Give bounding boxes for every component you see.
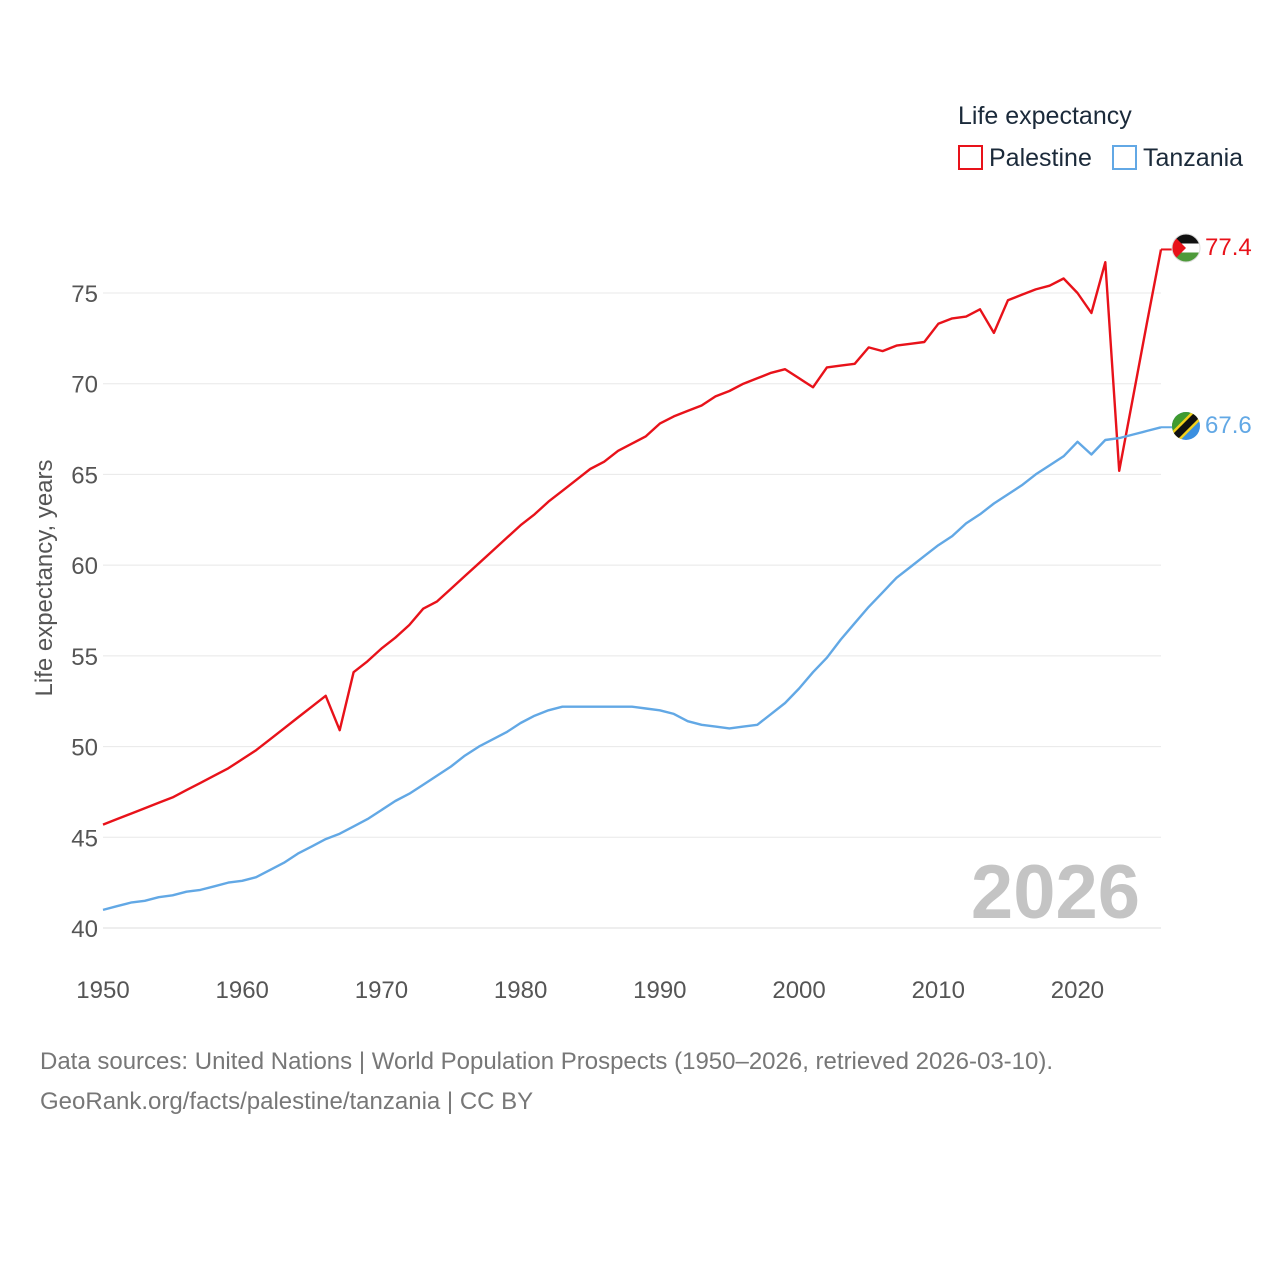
y-tick-label: 40 <box>71 916 98 943</box>
line-chart: 40 45 50 55 60 65 70 75 1950 1960 1970 1980 1990 200… <box>31 102 1252 1004</box>
y-tick-label: 55 <box>71 644 98 671</box>
gridlines <box>103 292 1161 929</box>
year-watermark: 2026 <box>971 850 1140 935</box>
footer: Data sources: United Nations | World Pop… <box>40 1042 1053 1122</box>
legend-label-tanzania[interactable]: Tanzania <box>1143 144 1243 172</box>
end-label-tanzania: 67.6 <box>1205 412 1252 439</box>
x-tick-label: 2020 <box>1051 977 1104 1004</box>
x-tick-label: 1970 <box>355 977 408 1004</box>
y-tick-label: 50 <box>71 735 98 762</box>
x-tick-label: 2000 <box>772 977 825 1004</box>
legend-swatch-tanzania[interactable] <box>1112 145 1137 170</box>
series-line-tanzania[interactable] <box>102 426 1162 912</box>
tanzania-flag-icon <box>1172 412 1200 440</box>
end-label-palestine: 77.4 <box>1205 234 1252 261</box>
y-tick-label: 60 <box>71 553 98 580</box>
x-tick-label: 1990 <box>633 977 686 1004</box>
y-axis-ticks: 40 45 50 55 60 65 70 75 <box>71 281 98 943</box>
legend: Life expectancy Palestine Tanzania <box>958 102 1243 172</box>
y-tick-label: 45 <box>71 825 98 852</box>
legend-label-palestine[interactable]: Palestine <box>989 144 1092 172</box>
y-tick-label: 65 <box>71 462 98 489</box>
x-tick-label: 1980 <box>494 977 547 1004</box>
legend-title: Life expectancy <box>958 102 1132 130</box>
x-tick-label: 1960 <box>216 977 269 1004</box>
y-tick-label: 75 <box>71 281 98 308</box>
data-sources: Data sources: United Nations | World Pop… <box>40 1048 1054 1075</box>
x-tick-label: 2010 <box>912 977 965 1004</box>
series-line-palestine[interactable] <box>102 249 1163 826</box>
palestine-flag-icon <box>1171 233 1201 263</box>
y-tick-label: 70 <box>71 372 98 399</box>
credit-link[interactable]: GeoRank.org/facts/palestine/tanzania | C… <box>40 1088 534 1115</box>
series-layer <box>102 248 1172 912</box>
y-axis-title: Life expectancy, years <box>31 459 58 696</box>
legend-swatch-palestine[interactable] <box>958 145 983 170</box>
x-tick-label: 1950 <box>76 977 129 1004</box>
x-axis-ticks: 1950 1960 1970 1980 1990 2000 2010 2020 <box>76 977 1104 1004</box>
